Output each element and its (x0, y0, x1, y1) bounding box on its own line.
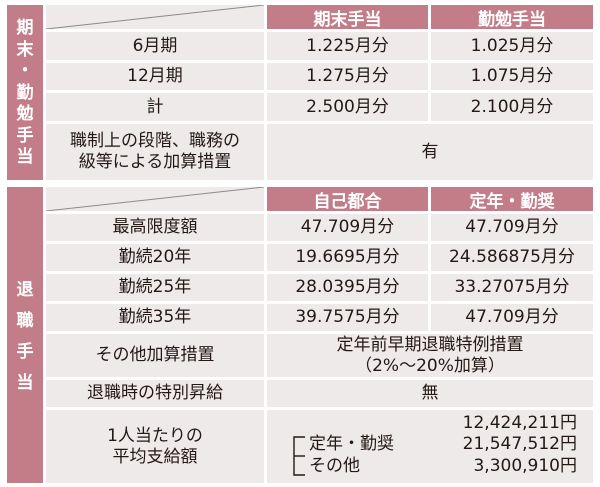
section2-corner-cell (46, 187, 264, 211)
value-cell: 1.275月分 (267, 63, 428, 90)
sub-label-other: その他 (309, 456, 360, 476)
row-label: 勤続35年 (46, 304, 264, 331)
header-end-allowance: 期末手当 (267, 5, 428, 30)
section1-side-label: 期 末 ・ 勤 勉 手 当 (7, 5, 43, 180)
side-char: ・ (16, 61, 34, 81)
label-line: 級等による加算措置 (78, 152, 232, 172)
additional-measure-value: 有 (267, 124, 593, 180)
value-cell: 1.025月分 (431, 32, 593, 60)
side-char: 手 (16, 125, 34, 146)
side-char: 期 (16, 18, 34, 38)
side-char: 末 (16, 39, 34, 60)
row-label: 勤続25年 (46, 274, 264, 301)
special-raise-label: 退職時の特別昇給 (46, 380, 264, 407)
label-line: 1人当たりの (107, 425, 203, 446)
value-cell: 47.709月分 (431, 304, 593, 331)
other-measure-label: その他加算措置 (46, 334, 264, 377)
section2-side-label: 退 職 手 当 (7, 187, 43, 483)
value-cell: 2.500月分 (267, 93, 428, 121)
section1-corner-cell (46, 5, 264, 29)
other-measure-value: 定年前早期退職特例措置 （2%～20%加算） (267, 334, 593, 377)
value-cell: 47.709月分 (267, 214, 428, 241)
side-char: 勉 (16, 104, 34, 124)
value-cell: 2.100月分 (431, 93, 593, 121)
side-char: 勤 (16, 82, 34, 103)
row-label: 計 (46, 93, 264, 121)
special-raise-value: 無 (267, 380, 593, 407)
amount-other: 3,300,910円 (473, 456, 577, 476)
average-payment-value: 定年・勤奨 その他 12,424,211円 21,547,512円 3,300,… (267, 410, 593, 483)
value-cell: 33.27075月分 (431, 274, 593, 301)
header-diligence-allowance: 勤勉手当 (431, 5, 593, 30)
value-cell: 19.6695月分 (267, 244, 428, 271)
side-char: 当 (16, 373, 34, 393)
diagonal-line (46, 187, 264, 211)
row-label: 最高限度額 (46, 214, 264, 241)
additional-measure-label: 職制上の段階、職務の 級等による加算措置 (46, 124, 264, 180)
value-line: （2%～20%加算） (355, 355, 505, 376)
side-char: 当 (16, 147, 34, 167)
value-cell: 1.075月分 (431, 63, 593, 90)
row-label: 6月期 (46, 32, 264, 60)
sub-label-retirement: 定年・勤奨 (309, 434, 394, 454)
value-cell: 47.709月分 (431, 214, 593, 241)
value-cell: 24.586875月分 (431, 244, 593, 271)
row-label: 12月期 (46, 63, 264, 90)
bracket-line (293, 436, 305, 476)
value-line: 定年前早期退職特例措置 (336, 334, 524, 355)
side-char: 職 (16, 311, 34, 331)
diagonal-line (46, 5, 264, 29)
value-cell: 1.225月分 (267, 32, 428, 60)
amount-retirement: 21,547,512円 (462, 434, 577, 454)
header-own-convenience: 自己都合 (267, 187, 428, 212)
side-char: 退 (16, 280, 34, 300)
label-line: 職制上の段階、職務の (70, 131, 240, 151)
row-label: 勤続20年 (46, 244, 264, 271)
average-payment-label: 1人当たりの 平均支給額 (46, 410, 264, 483)
value-cell: 39.7575月分 (267, 304, 428, 331)
label-line: 平均支給額 (112, 446, 198, 467)
value-cell: 28.0395月分 (267, 274, 428, 301)
header-retirement-age: 定年・勤奨 (431, 187, 593, 212)
amount-total: 12,424,211円 (462, 413, 577, 433)
side-char: 手 (16, 342, 34, 362)
